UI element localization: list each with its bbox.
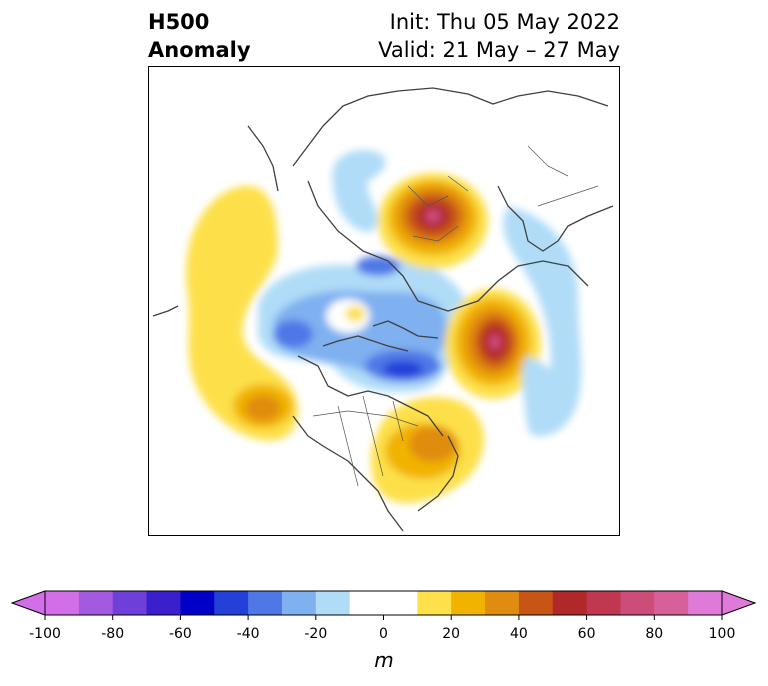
negative-anomaly-north xyxy=(332,150,386,232)
title-variable: H500 xyxy=(148,10,210,34)
colorbar-extend-low xyxy=(10,590,46,616)
colorbar-segment xyxy=(552,591,588,615)
colorbar-segment xyxy=(281,591,317,615)
colorbar-segment xyxy=(586,591,621,615)
colorbar-segment xyxy=(518,591,554,615)
colorbar-segment xyxy=(214,591,249,615)
colorbar-tick-label: 40 xyxy=(509,626,528,642)
political-borders xyxy=(312,145,599,487)
colorbar-segment xyxy=(654,591,689,615)
colorbar-segment xyxy=(451,591,486,615)
colorbar-tick-label: -100 xyxy=(29,626,61,642)
colorbar-segment xyxy=(78,591,114,615)
colorbar-tick-label: 60 xyxy=(577,626,596,642)
negative-anomaly-alaska xyxy=(273,320,313,348)
valid-period-label: Valid: 21 May – 27 May xyxy=(378,38,620,62)
colorbar-segment xyxy=(383,591,418,615)
colorbar-segment xyxy=(146,591,181,615)
colorbar-tick-label: -60 xyxy=(168,626,192,642)
title-block-right: Init: Thu 05 May 2022 Valid: 21 May – 27… xyxy=(378,8,620,64)
colorbar-segment xyxy=(180,591,215,615)
colorbar-tick-label: -20 xyxy=(304,626,328,642)
init-date-label: Init: Thu 05 May 2022 xyxy=(389,10,620,34)
colorbar-tick-label: 20 xyxy=(442,626,461,642)
colorbar-segment xyxy=(485,591,520,615)
positive-anomaly-pacific xyxy=(186,185,298,441)
colorbar-segment xyxy=(417,591,452,615)
colorbar-segment xyxy=(349,591,384,615)
colorbar-segment xyxy=(620,591,655,615)
colorbar-segment xyxy=(315,591,351,615)
colorbar xyxy=(10,590,757,620)
colorbar-segment xyxy=(248,591,283,615)
title-subtitle: Anomaly xyxy=(148,38,251,62)
colorbar-tick-label: -40 xyxy=(236,626,260,642)
colorbar-tick-label: 100 xyxy=(708,626,736,642)
anomaly-map xyxy=(148,66,620,536)
negative-anomaly-asia xyxy=(503,206,582,437)
coastlines xyxy=(152,87,614,532)
colorbar-tick-label: 80 xyxy=(645,626,664,642)
colorbar-extend-high xyxy=(721,590,757,616)
colorbar-segment xyxy=(688,591,723,615)
title-block-left: H500 Anomaly xyxy=(148,8,251,64)
colorbar-tick-label: -80 xyxy=(101,626,125,642)
colorbar-unit-label: m xyxy=(374,648,394,672)
colorbar-tick-label: 0 xyxy=(379,626,388,642)
colorbar-segment xyxy=(45,591,80,615)
colorbar-segment xyxy=(112,591,148,615)
